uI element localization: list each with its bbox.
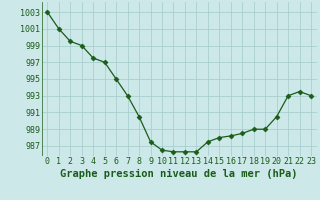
X-axis label: Graphe pression niveau de la mer (hPa): Graphe pression niveau de la mer (hPa)	[60, 169, 298, 179]
